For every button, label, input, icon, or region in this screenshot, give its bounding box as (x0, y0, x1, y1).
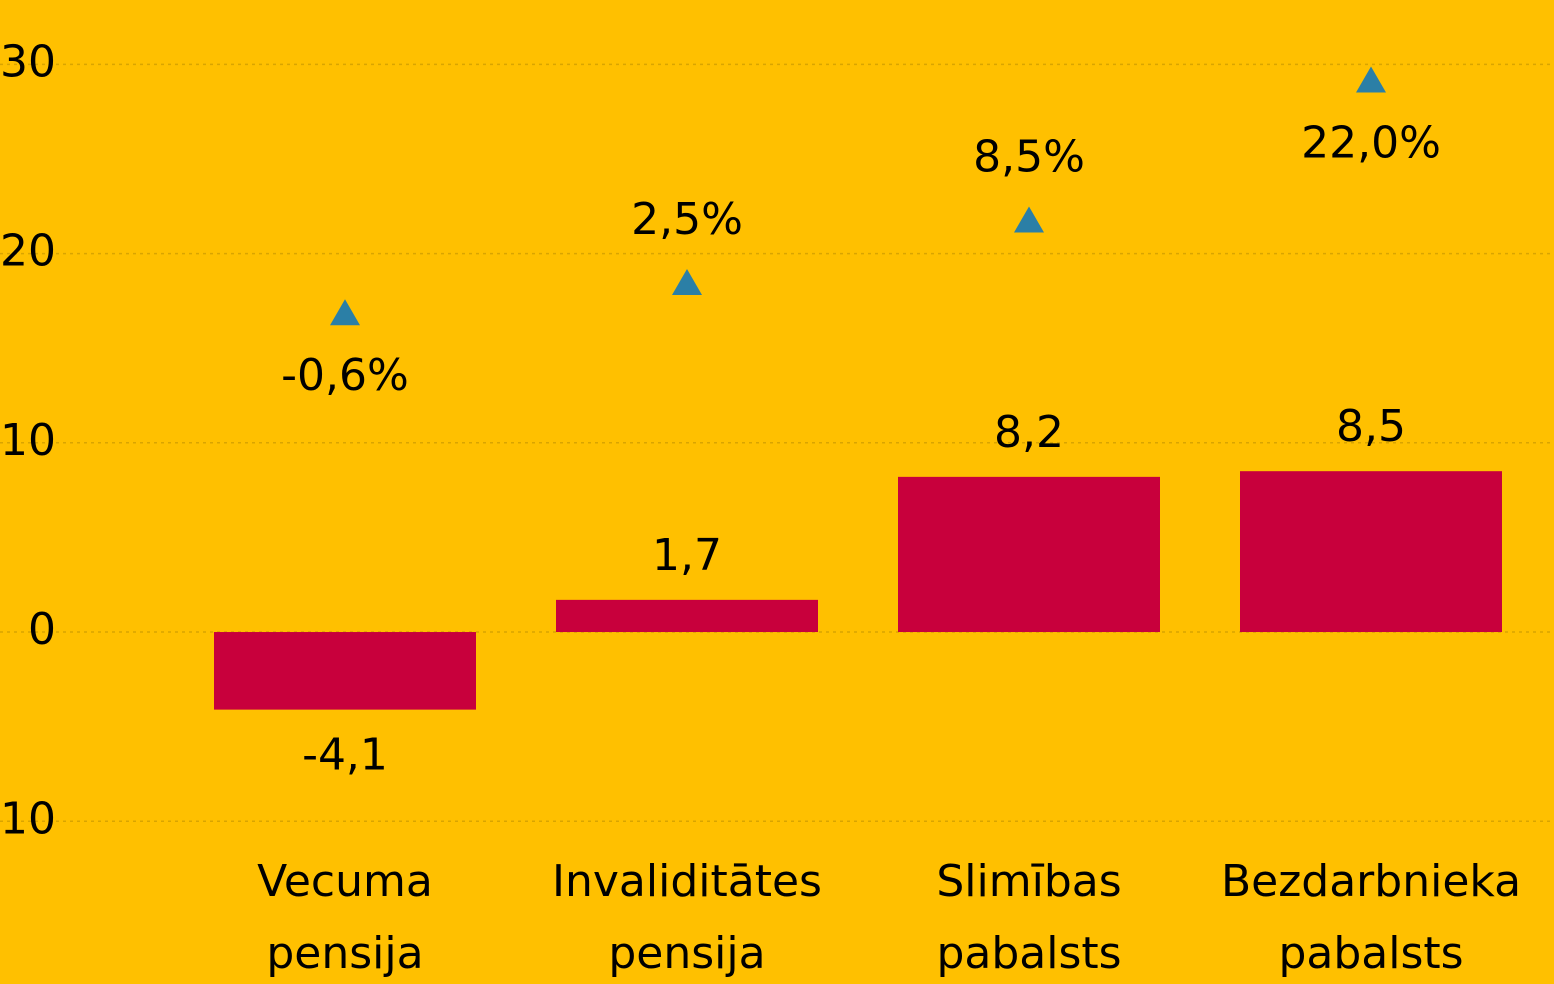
annotation: 8,5% (973, 132, 1085, 183)
x-tick-label: Bezdarbnieka (1221, 856, 1521, 907)
marker (330, 299, 360, 326)
y-tick-label: 30 (0, 36, 56, 87)
bar-value-label: 8,2 (994, 407, 1064, 458)
marker (1014, 206, 1044, 233)
y-tick-label: 20 (0, 226, 56, 277)
bar-value-label: 8,5 (1336, 401, 1406, 452)
bar-value-label: 1,7 (652, 530, 722, 581)
annotation: 2,5% (631, 194, 743, 245)
bar-value-label: -4,1 (302, 730, 388, 781)
x-tick-label: Invaliditātes (552, 856, 822, 907)
marker (672, 268, 702, 295)
y-tick-label: 10 (0, 793, 56, 844)
x-tick-label: Vecuma (257, 856, 433, 907)
x-tick-label: pensija (608, 928, 765, 979)
annotation: 22,0% (1301, 117, 1441, 168)
bar (898, 476, 1160, 633)
x-tick-label: pabalsts (936, 928, 1121, 979)
marker (1356, 66, 1386, 93)
x-tick-label: Slimības (936, 856, 1121, 907)
bar (556, 599, 818, 633)
x-tick-label: pabalsts (1278, 928, 1463, 979)
y-tick-label: 0 (28, 604, 56, 655)
y-tick-label: 10 (0, 415, 56, 466)
bar (1240, 471, 1502, 633)
x-tick-label: pensija (266, 928, 423, 979)
annotation: -0,6% (281, 350, 409, 401)
bar (214, 632, 476, 710)
